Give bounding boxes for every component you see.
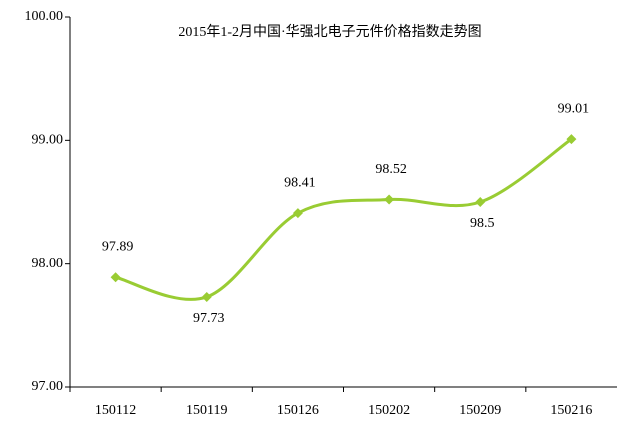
y-tick-label: 100.00 xyxy=(25,9,64,24)
marker xyxy=(475,197,486,207)
chart-title: 2015年1-2月中国·华强北电子元件价格指数走势图 xyxy=(178,24,481,40)
marker xyxy=(110,272,121,283)
data-label: 98.52 xyxy=(375,162,407,177)
data-label: 99.01 xyxy=(558,101,590,116)
data-label: 98.5 xyxy=(470,216,495,231)
x-tick-label: 150202 xyxy=(368,403,410,418)
marker xyxy=(384,194,395,205)
y-tick-label: 98.00 xyxy=(32,256,64,271)
x-tick-label: 150209 xyxy=(459,403,501,418)
marker xyxy=(292,208,303,219)
data-label: 97.73 xyxy=(193,311,225,326)
data-label: 98.41 xyxy=(284,175,316,190)
x-tick-label: 150126 xyxy=(277,403,319,418)
x-tick-label: 150119 xyxy=(186,403,227,418)
marker xyxy=(566,134,577,145)
marker xyxy=(201,291,212,302)
y-tick-label: 97.00 xyxy=(32,379,64,394)
x-tick-label: 150112 xyxy=(95,403,136,418)
y-tick-label: 99.00 xyxy=(32,133,64,148)
line xyxy=(115,137,573,301)
data-label: 97.89 xyxy=(102,239,134,254)
x-tick-label: 150216 xyxy=(550,403,592,418)
